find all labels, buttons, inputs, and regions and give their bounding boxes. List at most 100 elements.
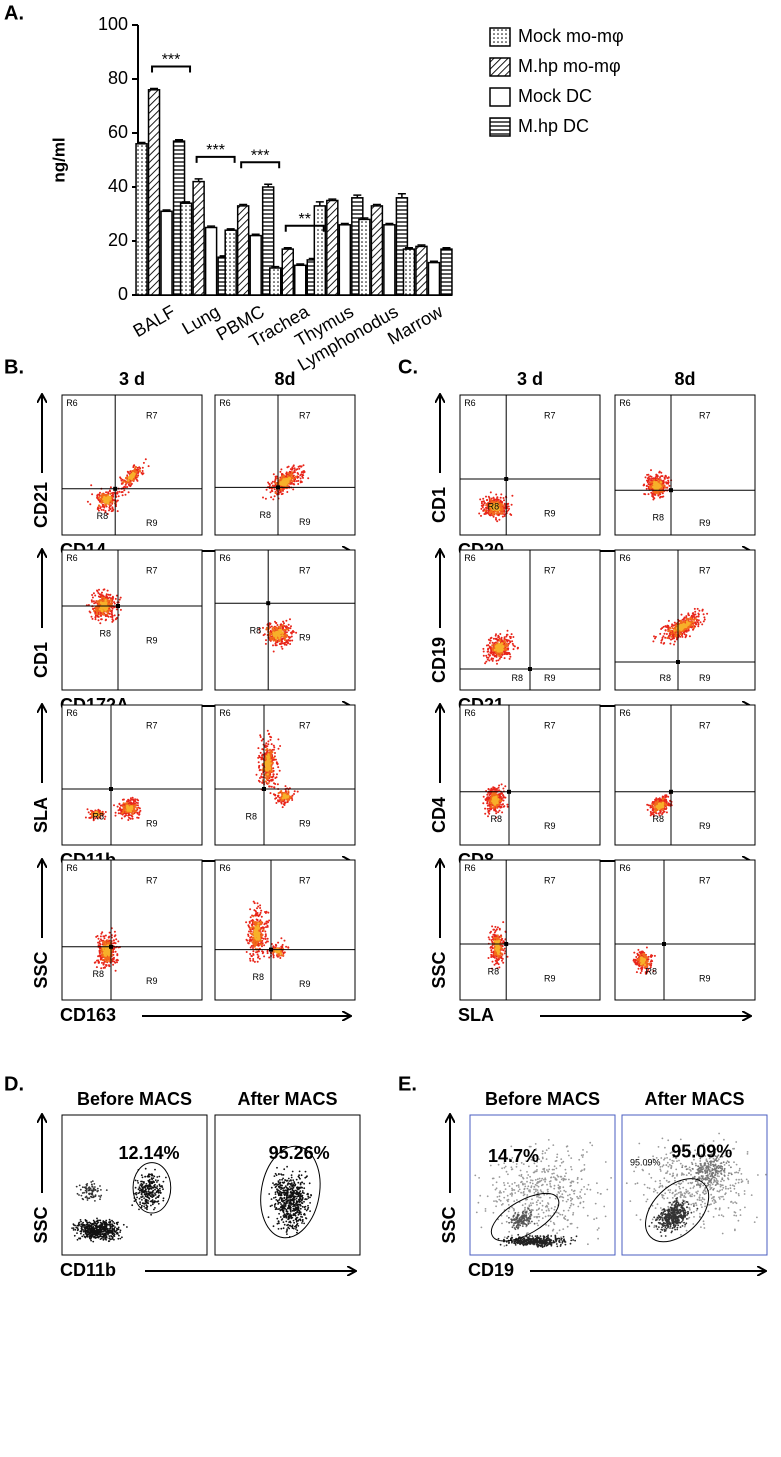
event-dot	[267, 743, 269, 745]
event-dot	[648, 483, 650, 485]
event-dot	[282, 638, 284, 640]
event-dot	[102, 613, 104, 615]
event-dot	[111, 614, 113, 616]
event-dot	[283, 952, 285, 954]
event-dot	[269, 622, 271, 624]
region-label: R6	[219, 553, 231, 563]
event-dot	[294, 471, 296, 473]
event-dot	[300, 481, 302, 483]
event-dot	[134, 798, 136, 800]
event-dot	[665, 476, 667, 478]
bar	[193, 182, 204, 295]
event-dot	[300, 466, 302, 468]
event-dot	[265, 749, 267, 751]
event-dot	[280, 790, 282, 792]
event-dot	[659, 476, 661, 478]
bar	[384, 225, 395, 295]
plot-frame	[62, 550, 202, 690]
event-dot	[258, 955, 260, 957]
event-dot	[106, 608, 108, 610]
panel-label: C.	[398, 356, 418, 378]
event-dot	[109, 490, 111, 492]
event-dot	[253, 933, 255, 935]
event-dot	[265, 746, 267, 748]
event-dot	[504, 515, 506, 517]
event-dot	[261, 916, 263, 918]
event-dot	[488, 653, 490, 655]
event-dot	[517, 647, 519, 649]
bar	[295, 265, 306, 295]
event-dot	[267, 777, 269, 779]
event-dot	[259, 944, 261, 946]
y-axis-label: CD1	[31, 642, 51, 678]
event-dot	[270, 736, 272, 738]
day-label: 8d	[674, 369, 695, 389]
event-dot	[266, 489, 268, 491]
event-dot	[288, 636, 290, 638]
event-dot	[248, 942, 250, 944]
event-dot	[276, 773, 278, 775]
event-dot	[280, 629, 282, 631]
event-dot	[293, 465, 295, 467]
event-dot	[275, 944, 277, 946]
event-dot	[101, 597, 103, 599]
event-dot	[272, 945, 274, 947]
event-dot	[266, 921, 268, 923]
event-dot	[293, 631, 295, 633]
event-dot	[280, 468, 282, 470]
event-dot	[247, 934, 249, 936]
event-dot	[120, 805, 122, 807]
event-dot	[496, 663, 498, 665]
bar	[206, 228, 217, 296]
event-dot	[142, 467, 144, 469]
event-dot	[653, 483, 655, 485]
event-dot	[265, 742, 267, 744]
event-dot	[286, 491, 288, 493]
event-dot	[96, 494, 98, 496]
event-dot	[509, 656, 511, 658]
legend-label: M.hp mo-mφ	[518, 56, 621, 76]
event-dot	[274, 777, 276, 779]
event-dot	[281, 792, 283, 794]
event-dot	[497, 511, 499, 513]
event-dot	[275, 644, 277, 646]
event-dot	[127, 819, 129, 821]
event-dot	[133, 466, 135, 468]
event-dot	[112, 597, 114, 599]
event-dot	[489, 514, 491, 516]
event-dot	[297, 473, 299, 475]
event-dot	[109, 613, 111, 615]
event-dot	[288, 624, 290, 626]
event-dot	[105, 491, 107, 493]
event-dot	[136, 475, 138, 477]
event-dot	[270, 639, 272, 641]
event-dot	[85, 817, 87, 819]
event-dot	[252, 926, 254, 928]
event-dot	[281, 799, 283, 801]
event-dot	[257, 906, 259, 908]
event-dot	[289, 643, 291, 645]
event-dot	[248, 931, 250, 933]
gate-handle	[504, 477, 508, 481]
event-dot	[485, 661, 487, 663]
event-dot	[121, 480, 123, 482]
event-dot	[114, 962, 116, 964]
event-dot	[258, 934, 260, 936]
event-dot	[101, 957, 103, 959]
event-dot	[261, 773, 263, 775]
gate-handle	[262, 787, 266, 791]
event-dot	[114, 603, 116, 605]
event-dot	[123, 807, 125, 809]
event-dot	[483, 513, 485, 515]
event-dot	[273, 793, 275, 795]
event-dot	[87, 501, 89, 503]
event-dot	[142, 470, 144, 472]
event-dot	[274, 482, 276, 484]
region-label: R8	[250, 626, 262, 636]
event-dot	[265, 498, 267, 500]
event-dot	[502, 509, 504, 511]
event-dot	[273, 651, 275, 653]
event-dot	[264, 936, 266, 938]
legend-label: M.hp DC	[518, 116, 589, 136]
